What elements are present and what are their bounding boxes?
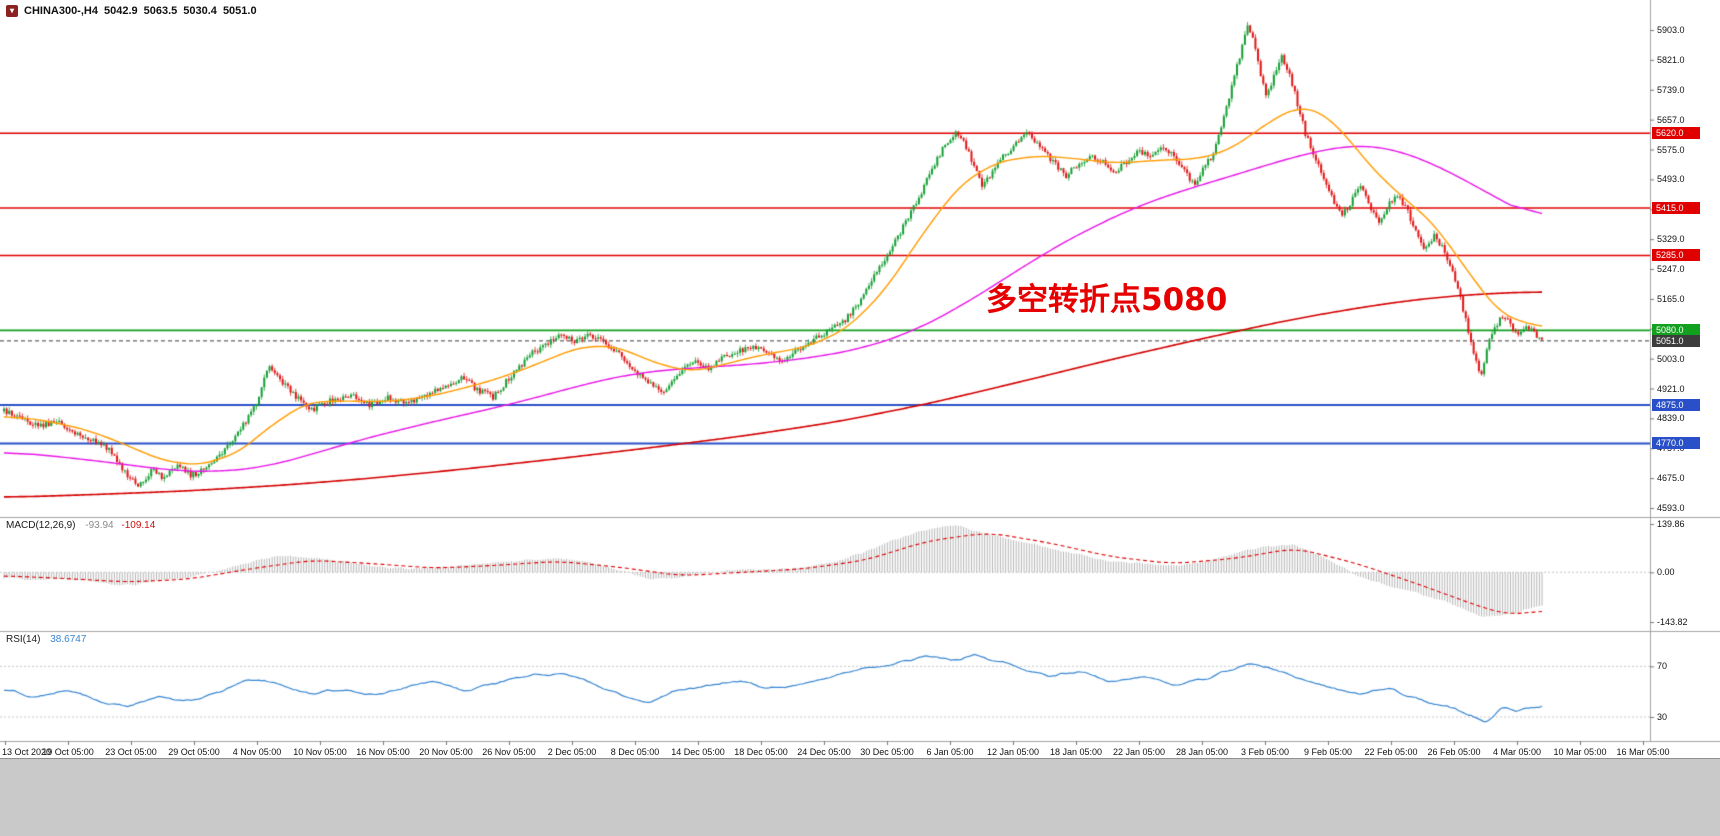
price-level-badge: 4875.0	[1652, 399, 1700, 412]
time-axis-label: 10 Mar 05:00	[1553, 747, 1607, 757]
price-axis-label: 5903.0	[1657, 25, 1685, 35]
rsi-axis-label: 70	[1657, 661, 1668, 672]
price-axis-label: 4839.0	[1657, 413, 1685, 424]
price-axis-label: 5739.0	[1657, 84, 1685, 95]
time-axis-label: 4 Mar 05:00	[1492, 747, 1542, 757]
price-level-badge: 5285.0	[1652, 249, 1700, 262]
time-axis-label: 22 Jan 05:00	[1112, 747, 1166, 757]
time-axis-label: 29 Oct 05:00	[168, 747, 220, 757]
time-axis-label: 10 Nov 05:00	[293, 747, 347, 757]
time-axis-label: 16 Mar 05:00	[1616, 747, 1670, 757]
time-axis-label: 18 Jan 05:00	[1049, 747, 1103, 757]
time-axis-label: 18 Dec 05:00	[734, 747, 788, 757]
price-axis-label: 5821.0	[1657, 54, 1685, 65]
time-axis-label: 13 Oct 2020	[2, 747, 52, 757]
time-axis-label: 4 Nov 05:00	[232, 747, 282, 757]
time-axis-label: 3 Feb 05:00	[1240, 747, 1290, 757]
time-axis-label: 14 Dec 05:00	[671, 747, 725, 757]
price-axis-label: 5657.0	[1657, 114, 1685, 125]
macd-axis-label: 0.00	[1657, 567, 1675, 578]
price-axis-label: 4593.0	[1657, 503, 1685, 513]
price-level-badge: 4770.0	[1652, 437, 1700, 450]
time-axis-label: 19 Oct 05:00	[42, 747, 94, 757]
price-axis-label: 5329.0	[1657, 234, 1685, 245]
time-axis-label: 8 Dec 05:00	[610, 747, 660, 757]
price-axis-label: 5575.0	[1657, 144, 1685, 155]
time-axis-label: 24 Dec 05:00	[797, 747, 851, 757]
time-axis-label: 20 Nov 05:00	[419, 747, 473, 757]
time-axis-label: 6 Jan 05:00	[926, 747, 974, 757]
price-level-badge: 5415.0	[1652, 202, 1700, 215]
time-axis[interactable]: 13 Oct 2020 19 Oct 05:00 23 Oct 05:00 29 Oc…	[0, 741, 1670, 758]
time-axis-label: 12 Jan 05:00	[986, 747, 1040, 757]
price-axis-label: 5165.0	[1657, 293, 1685, 304]
price-axis-label: 4675.0	[1657, 473, 1685, 484]
macd-axis-label: -143.82	[1657, 617, 1688, 627]
time-axis-label: 26 Nov 05:00	[482, 747, 536, 757]
time-axis-label: 26 Feb 05:00	[1427, 747, 1481, 757]
time-axis-label: 23 Oct 05:00	[105, 747, 157, 757]
time-axis-label: 30 Dec 05:00	[860, 747, 914, 757]
time-axis-label: 22 Feb 05:00	[1364, 747, 1418, 757]
one-click-trading-icon[interactable]: ▾	[6, 5, 18, 17]
price-axis-label: 5493.0	[1657, 174, 1685, 185]
macd-axis-label: 139.86	[1657, 519, 1685, 529]
price-axis-label: 5247.0	[1657, 264, 1685, 274]
time-axis-label: 28 Jan 05:00	[1175, 747, 1229, 757]
chart-annotation-text[interactable]: 多空转折点5080	[986, 282, 1228, 318]
current-price-badge: 5051.0	[1652, 334, 1700, 347]
price-axis-label: 4921.0	[1657, 383, 1685, 394]
time-axis-label: 9 Feb 05:00	[1303, 747, 1353, 757]
price-axis[interactable]: 5903.05821.05739.05657.05575.05493.05411…	[1650, 0, 1720, 741]
price-level-badge: 5620.0	[1652, 127, 1700, 140]
rsi-axis-label: 30	[1657, 712, 1668, 722]
time-axis-label: 2 Dec 05:00	[547, 747, 597, 757]
price-level-badge: 5080.0	[1652, 324, 1700, 337]
price-axis-label: 5003.0	[1657, 353, 1685, 364]
time-axis-label: 16 Nov 05:00	[356, 747, 410, 757]
